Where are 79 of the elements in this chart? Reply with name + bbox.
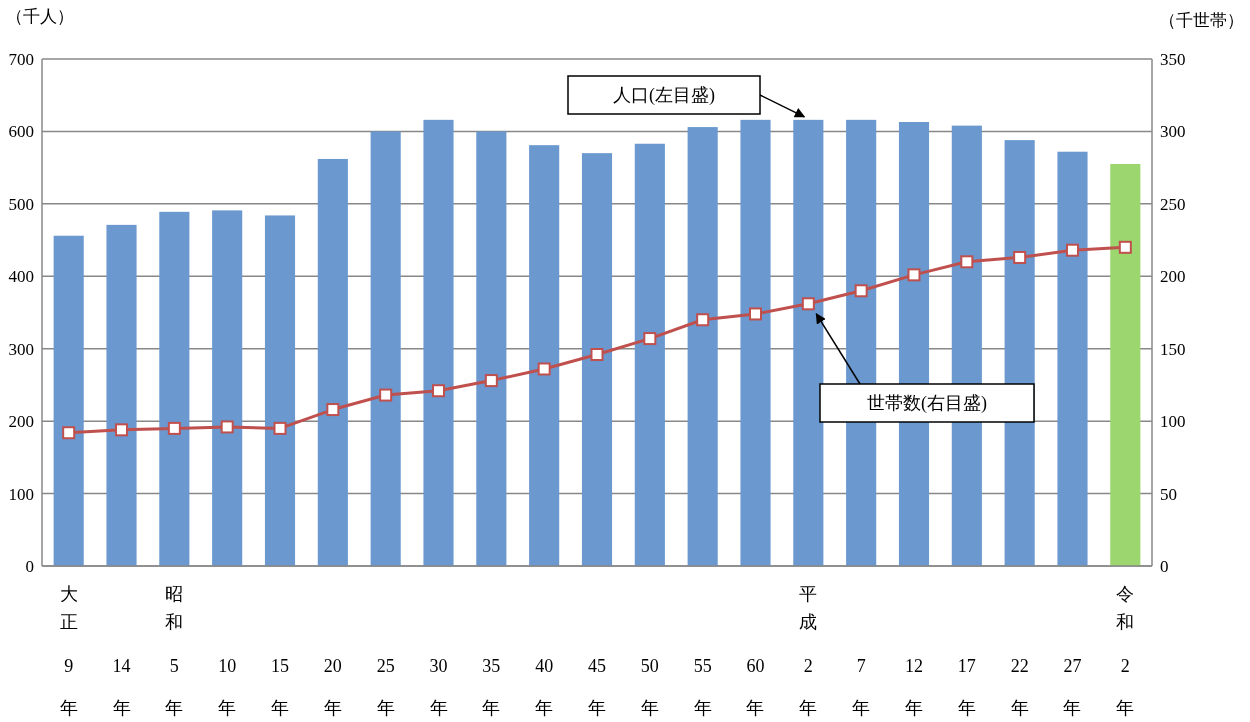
bar bbox=[317, 158, 348, 566]
point bbox=[960, 255, 974, 269]
point bbox=[696, 313, 710, 327]
point bbox=[220, 420, 234, 434]
y-tick-label: 500 bbox=[8, 194, 34, 214]
bar bbox=[159, 211, 190, 566]
category-label: 60年 bbox=[746, 656, 765, 718]
y-tick-label: 600 bbox=[8, 122, 34, 142]
annotation: 人口(左目盛) bbox=[613, 85, 715, 107]
point bbox=[907, 268, 921, 282]
bar bbox=[53, 235, 84, 566]
category-label: 55年 bbox=[693, 656, 712, 718]
category-label: 50年 bbox=[640, 656, 659, 718]
bar bbox=[740, 119, 771, 566]
category-label: 45年 bbox=[588, 656, 606, 718]
point bbox=[1065, 243, 1079, 257]
point bbox=[854, 284, 868, 298]
bar bbox=[687, 127, 718, 566]
bar bbox=[370, 131, 401, 566]
y2-tick-label: 150 bbox=[1160, 339, 1186, 359]
category-label: 10年 bbox=[218, 656, 237, 718]
y-tick-label: 400 bbox=[8, 267, 34, 287]
bar bbox=[476, 131, 507, 566]
bar bbox=[1057, 151, 1088, 566]
point bbox=[484, 374, 498, 388]
point bbox=[590, 348, 604, 362]
point bbox=[115, 423, 129, 437]
category-label: 17年 bbox=[957, 656, 976, 718]
y-tick-label: 300 bbox=[8, 339, 34, 359]
category-label: 25年 bbox=[376, 656, 395, 718]
y-tick-label: 0 bbox=[25, 556, 34, 576]
category-label: 令和2年 bbox=[1116, 584, 1135, 718]
y2-axis-title: （千世帯） bbox=[1159, 11, 1244, 30]
point bbox=[167, 421, 181, 435]
bar bbox=[793, 119, 824, 566]
category-label: 14年 bbox=[112, 656, 131, 718]
y-axis-title: （千人） bbox=[6, 7, 74, 26]
bar bbox=[212, 210, 243, 566]
category-label: 27年 bbox=[1063, 656, 1082, 718]
y2-tick-label: 200 bbox=[1160, 267, 1186, 287]
category-label: 大正9年 bbox=[59, 584, 78, 718]
bar bbox=[634, 143, 665, 566]
point bbox=[1013, 250, 1027, 264]
bar bbox=[1110, 164, 1141, 566]
y2-tick-label: 100 bbox=[1160, 412, 1186, 432]
bar bbox=[106, 224, 137, 566]
point bbox=[379, 388, 393, 402]
y-tick-label: 100 bbox=[8, 484, 34, 504]
category-label: 20年 bbox=[323, 656, 342, 718]
category-label: 昭和5年 bbox=[165, 584, 184, 718]
annotation: 世帯数(右目盛) bbox=[867, 393, 987, 415]
category-label: 22年 bbox=[1010, 656, 1029, 718]
y-tick-label: 200 bbox=[8, 412, 34, 432]
point bbox=[801, 297, 815, 311]
point bbox=[643, 332, 657, 346]
point bbox=[749, 307, 762, 321]
category-label: 30年 bbox=[429, 656, 448, 718]
bar bbox=[423, 119, 454, 566]
category-label: 12年 bbox=[904, 656, 923, 718]
bar bbox=[264, 215, 296, 566]
point bbox=[326, 403, 340, 417]
category-label: 35年 bbox=[482, 656, 501, 718]
point bbox=[1118, 240, 1132, 254]
y2-tick-label: 0 bbox=[1160, 556, 1169, 576]
y2-tick-label: 300 bbox=[1160, 122, 1186, 142]
y2-tick-label: 50 bbox=[1160, 484, 1177, 504]
point bbox=[537, 362, 551, 376]
point bbox=[432, 384, 445, 398]
category-label: 40年 bbox=[535, 656, 554, 718]
category-label: 平成2年 bbox=[799, 584, 818, 718]
y2-tick-label: 250 bbox=[1160, 194, 1186, 214]
point bbox=[62, 426, 76, 440]
bar bbox=[529, 145, 560, 566]
category-label: 7年 bbox=[852, 656, 871, 718]
point bbox=[273, 421, 287, 435]
y2-tick-label: 350 bbox=[1160, 49, 1186, 69]
category-label: 15年 bbox=[271, 656, 290, 718]
y-tick-label: 700 bbox=[8, 49, 34, 69]
bar bbox=[581, 153, 613, 566]
